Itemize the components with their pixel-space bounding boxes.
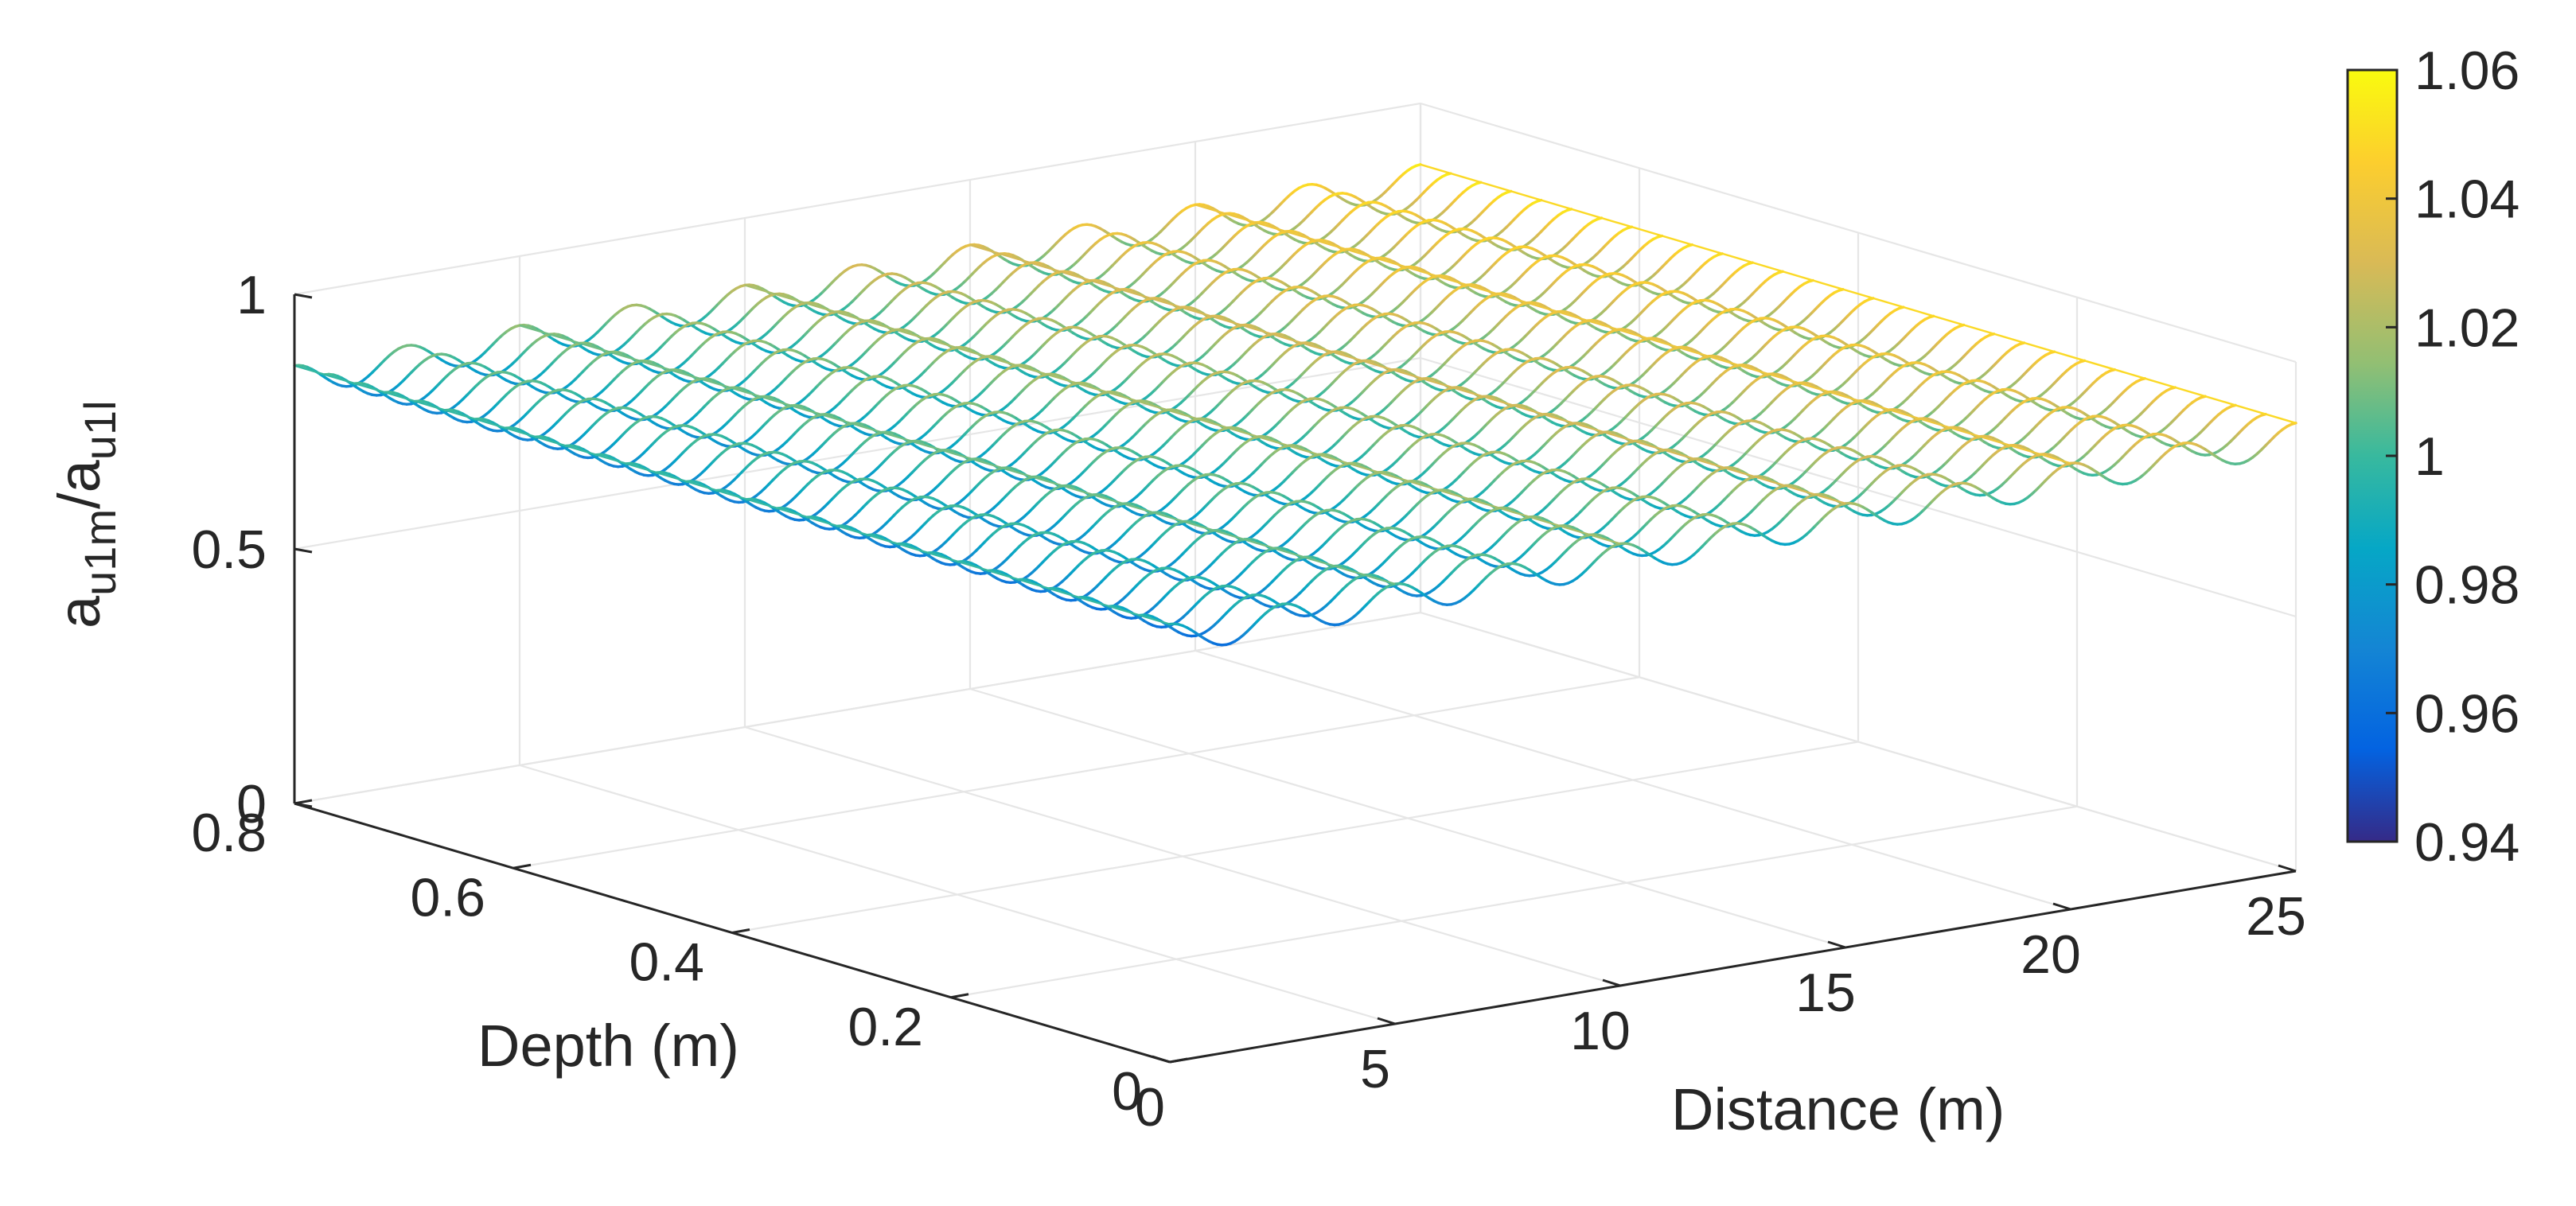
grid-line xyxy=(294,613,1421,803)
grid-layer xyxy=(294,103,2296,1062)
surface-segment xyxy=(1417,165,1421,166)
grid-line xyxy=(513,677,1639,868)
grid-line xyxy=(951,807,2077,998)
surface-layer xyxy=(294,165,2296,645)
grid-line xyxy=(732,742,1858,933)
